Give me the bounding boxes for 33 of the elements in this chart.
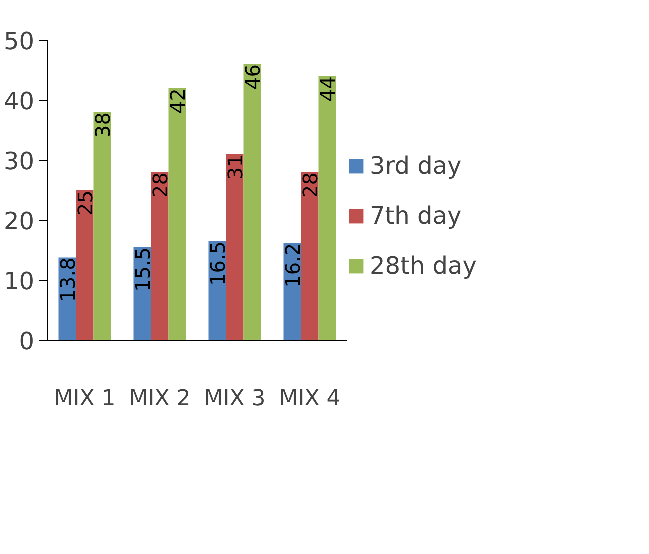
y-tick-label: 40 (4, 88, 35, 116)
data-label: 25 (74, 190, 98, 216)
data-label: 31 (224, 154, 248, 180)
data-label: 28 (298, 172, 322, 198)
bar (244, 64, 262, 340)
x-tick-label: MIX 2 (129, 386, 191, 412)
y-tick-label: 10 (4, 268, 35, 296)
bar (168, 88, 186, 340)
x-tick-label: MIX 1 (54, 386, 116, 412)
y-tick-label: 50 (4, 28, 35, 56)
x-tick-label: MIX 3 (204, 386, 266, 412)
y-tick-label: 30 (4, 148, 35, 176)
y-tick-label: 0 (19, 328, 35, 356)
bar (151, 172, 169, 340)
x-tick-label: MIX 4 (279, 386, 341, 412)
data-label: 15.5 (131, 248, 155, 292)
legend-label: 28th day (370, 252, 477, 280)
bar (94, 112, 112, 340)
bar (226, 154, 244, 340)
legend-label: 3rd day (370, 152, 462, 180)
bar (301, 172, 319, 340)
data-label: 46 (241, 64, 265, 90)
data-label: 28 (148, 172, 172, 198)
data-label: 38 (91, 112, 115, 138)
bar (76, 190, 94, 340)
data-label: 42 (166, 88, 190, 114)
data-label: 44 (316, 76, 340, 102)
y-tick-label: 20 (4, 208, 35, 236)
bar (318, 76, 336, 340)
data-label: 13.8 (56, 258, 80, 302)
data-label: 16.5 (206, 242, 230, 286)
data-label: 16.2 (281, 243, 305, 288)
legend-label: 7th day (370, 202, 462, 230)
